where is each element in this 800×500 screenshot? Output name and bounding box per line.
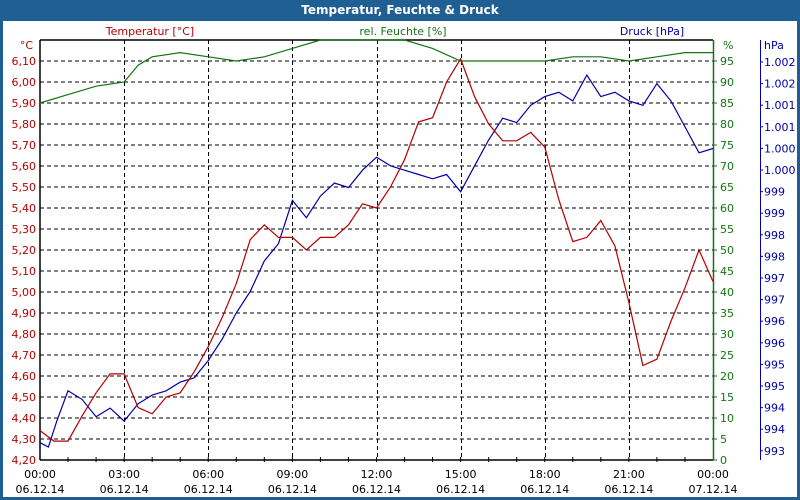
x-tick-time: 00:00 <box>697 468 729 481</box>
x-tick-time: 15:00 <box>445 468 477 481</box>
y-tick-humidity: 70 <box>720 160 734 173</box>
y-tick-humidity: 20 <box>720 370 734 383</box>
x-tick-time: 03:00 <box>108 468 140 481</box>
y-tick-temperature: 5,50 <box>12 181 37 194</box>
y-tick-temperature: 5,90 <box>12 97 37 110</box>
y-tick-temperature: 5,70 <box>12 139 37 152</box>
y-tick-pressure: 999 <box>764 207 785 220</box>
y-tick-temperature: 5,30 <box>12 223 37 236</box>
y-tick-pressure: 1.002 <box>764 78 796 91</box>
y-tick-humidity: 55 <box>720 223 734 236</box>
y-tick-pressure: 996 <box>764 337 785 350</box>
x-tick-time: 21:00 <box>613 468 645 481</box>
x-tick-time: 06:00 <box>192 468 224 481</box>
y-tick-humidity: 65 <box>720 181 734 194</box>
y-tick-temperature: 4,50 <box>12 391 37 404</box>
y-tick-pressure: 997 <box>764 272 785 285</box>
y-tick-pressure: 1.000 <box>764 164 796 177</box>
y-tick-pressure: 994 <box>764 402 785 415</box>
x-tick-time: 00:00 <box>24 468 56 481</box>
y-tick-pressure: 996 <box>764 315 785 328</box>
y-tick-pressure: 995 <box>764 358 785 371</box>
y-tick-humidity: 95 <box>720 55 734 68</box>
y-tick-temperature: 6,10 <box>12 55 37 68</box>
legend-temperature: Temperatur [°C] <box>105 25 194 38</box>
legend-pressure: Druck [hPa] <box>620 25 684 38</box>
unit-hpa: hPa <box>764 39 784 52</box>
window-title: Temperatur, Feuchte & Druck <box>301 3 499 17</box>
y-tick-humidity: 50 <box>720 244 734 257</box>
x-tick-date: 06.12.14 <box>184 483 233 496</box>
y-tick-temperature: 4,30 <box>12 433 37 446</box>
y-tick-humidity: 60 <box>720 202 734 215</box>
x-tick-time: 18:00 <box>529 468 561 481</box>
legend-humidity: rel. Feuchte [%] <box>359 25 446 38</box>
y-tick-pressure: 995 <box>764 380 785 393</box>
y-tick-pressure: 997 <box>764 294 785 307</box>
y-tick-temperature: 5,00 <box>12 286 37 299</box>
y-tick-temperature: 5,60 <box>12 160 37 173</box>
y-tick-humidity: 10 <box>720 412 734 425</box>
y-tick-temperature: 5,20 <box>12 244 37 257</box>
y-tick-pressure: 1.001 <box>764 121 796 134</box>
y-tick-humidity: 0 <box>720 454 727 467</box>
y-tick-humidity: 75 <box>720 139 734 152</box>
y-tick-humidity: 15 <box>720 391 734 404</box>
y-tick-pressure: 998 <box>764 250 785 263</box>
y-tick-temperature: 5,10 <box>12 265 37 278</box>
y-tick-humidity: 85 <box>720 97 734 110</box>
y-tick-humidity: 30 <box>720 328 734 341</box>
y-tick-temperature: 4,20 <box>12 454 37 467</box>
y-tick-humidity: 80 <box>720 118 734 131</box>
y-tick-humidity: 35 <box>720 307 734 320</box>
y-tick-temperature: 4,40 <box>12 412 37 425</box>
y-tick-humidity: 90 <box>720 76 734 89</box>
y-tick-humidity: 25 <box>720 349 734 362</box>
x-tick-date: 06.12.14 <box>268 483 317 496</box>
x-tick-date: 06.12.14 <box>436 483 485 496</box>
y-tick-temperature: 5,80 <box>12 118 37 131</box>
y-tick-pressure: 999 <box>764 186 785 199</box>
y-tick-temperature: 5,40 <box>12 202 37 215</box>
x-tick-date: 06.12.14 <box>520 483 569 496</box>
x-tick-time: 12:00 <box>361 468 393 481</box>
unit-celsius: °C <box>20 39 34 52</box>
y-tick-humidity: 40 <box>720 286 734 299</box>
y-tick-pressure: 1.000 <box>764 142 796 155</box>
x-tick-date: 06.12.14 <box>604 483 653 496</box>
pressure-line <box>39 73 714 448</box>
y-tick-pressure: 1.001 <box>764 99 796 112</box>
y-tick-temperature: 4,90 <box>12 307 37 320</box>
x-tick-time: 09:00 <box>277 468 309 481</box>
y-tick-pressure: 994 <box>764 423 785 436</box>
x-tick-date: 06.12.14 <box>352 483 401 496</box>
x-tick-date: 06.12.14 <box>100 483 149 496</box>
temperature-line <box>39 57 714 442</box>
x-tick-date: 06.12.14 <box>16 483 65 496</box>
y-tick-temperature: 6,00 <box>12 76 37 89</box>
y-tick-humidity: 5 <box>720 433 727 446</box>
y-tick-pressure: 1.002 <box>764 56 796 69</box>
x-tick-date: 07.12.14 <box>689 483 738 496</box>
y-tick-pressure: 993 <box>764 445 785 458</box>
unit-percent: % <box>723 39 733 52</box>
y-tick-temperature: 4,60 <box>12 370 37 383</box>
y-tick-temperature: 4,70 <box>12 349 37 362</box>
y-tick-humidity: 45 <box>720 265 734 278</box>
y-tick-temperature: 4,80 <box>12 328 37 341</box>
y-tick-pressure: 998 <box>764 229 785 242</box>
humidity-line <box>39 39 713 104</box>
